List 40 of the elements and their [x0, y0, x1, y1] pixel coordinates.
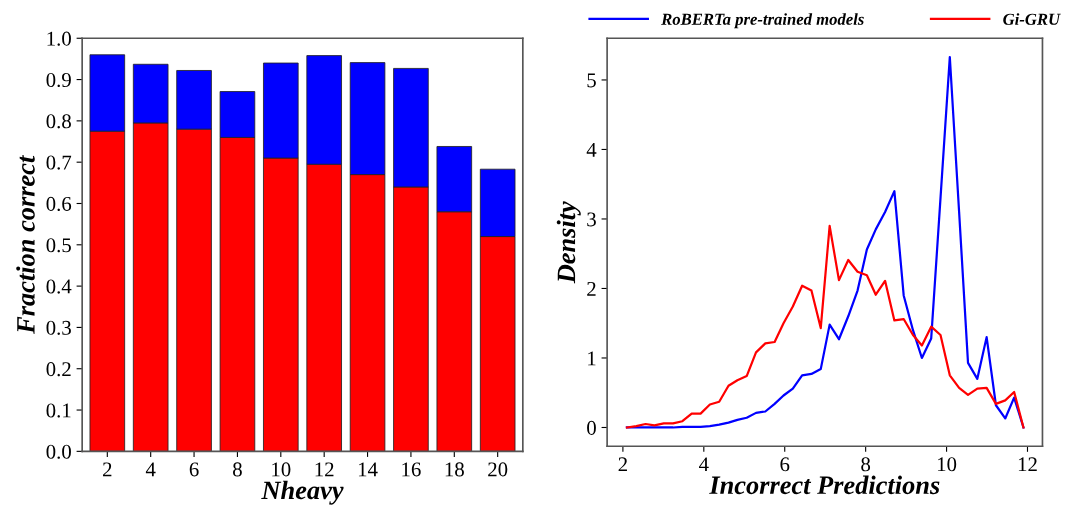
x-tick-label: 18: [445, 462, 464, 477]
line-series: [625, 224, 1025, 429]
x-tick-label: 20: [488, 462, 508, 477]
y-tick-label: 1.0: [47, 31, 71, 46]
legend-label: Gi-GRU: [1003, 13, 1061, 25]
y-axis-title: Density: [556, 201, 581, 284]
x-axis-title: Incorrect Predictions: [709, 475, 940, 495]
x-tick-label: 8: [861, 457, 871, 472]
x-tick-label: 14: [358, 462, 378, 477]
y-tick-label: 0.1: [46, 403, 71, 418]
x-axis-title: Nheavy: [261, 480, 344, 505]
x-tick-label: 16: [402, 462, 421, 477]
x-tick-label: 2: [103, 462, 112, 477]
x-tick-label: 12: [1018, 457, 1037, 472]
x-tick-label: 2: [618, 457, 627, 472]
x-tick-label: 10: [272, 462, 291, 477]
y-tick-label: 0: [587, 420, 596, 435]
y-tick-label: 3: [587, 212, 596, 227]
x-tick-label: 8: [233, 462, 242, 477]
y-tick-label: 2: [587, 281, 596, 296]
y-tick-label: 0.2: [46, 362, 71, 377]
legend-label: RoBERTa pre-trained models: [661, 13, 864, 29]
y-tick-label: 5: [587, 73, 596, 88]
x-tick-label: 6: [189, 462, 199, 477]
y-tick-label: 0.0: [46, 444, 71, 459]
x-tick-label: 6: [780, 457, 790, 472]
y-axis-title: Fraction correct: [16, 155, 35, 334]
x-tick-label: 4: [145, 462, 156, 477]
y-tick-label: 0.9: [46, 72, 71, 88]
y-tick-label: 1: [588, 351, 596, 366]
y-tick-label: 0.3: [46, 320, 71, 335]
x-tick-label: 10: [937, 457, 957, 472]
x-tick-label: 12: [315, 462, 334, 477]
y-tick-label: 0.7: [46, 155, 72, 170]
y-tick-label: 4: [586, 142, 597, 157]
x-tick-label: 4: [699, 457, 709, 472]
y-tick-label: 0.5: [46, 238, 71, 253]
y-tick-label: 0.6: [46, 196, 72, 212]
y-tick-label: 0.8: [46, 114, 71, 129]
y-tick-label: 0.4: [46, 279, 72, 294]
